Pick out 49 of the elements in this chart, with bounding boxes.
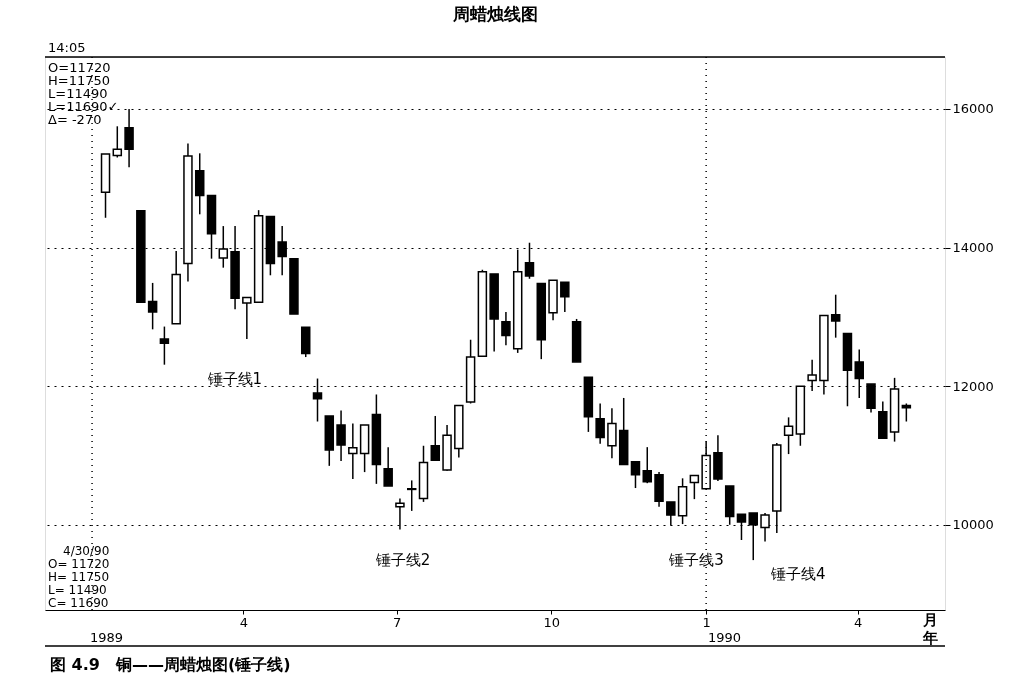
y-tick-label: 16000 [952,101,994,117]
candlestick [595,402,605,445]
candlestick [159,325,170,366]
annotation: L=11690✓ [48,99,119,114]
candlestick [642,446,653,484]
annotation: L= 11490 [48,583,107,597]
annotation: C= 11690 [48,596,109,610]
candlestick [783,416,794,455]
x-tick-label: 4 [853,614,863,630]
annotation: O=11720 [48,60,111,75]
candlestick [383,446,393,487]
annotation: L=11490 [48,86,108,101]
annotation: 锤子线3 [668,551,724,570]
text: 1990 [708,630,742,645]
x-tick-label: 4 [239,614,249,630]
candlestick [112,125,123,159]
text: 年 [921,629,938,647]
candlestick [807,359,817,392]
text: 14:05 [48,40,86,55]
candlestick [830,293,841,339]
annotation: 4/30/90 [63,544,110,558]
annotation: 锤子线2 [374,550,431,569]
annotation: 锤子线1 [206,370,263,389]
candlestick [607,407,617,459]
candlestick [336,409,346,462]
y-tick-label: 14000 [952,240,994,256]
candlestick [501,311,511,347]
annotation: 锤子线4 [769,565,826,584]
x-tick-label: 10 [543,614,561,630]
annotation: O= 11720 [48,557,110,571]
annotation: Δ= -270 [48,112,102,127]
x-tick-label: 1 [702,614,711,630]
candlestick [242,296,252,340]
candlestick [348,422,358,480]
y-tick-label: 10000 [952,517,994,533]
text: 1989 [90,630,124,645]
annotation: H= 11750 [48,570,110,584]
candlestick [147,282,158,331]
candlestick [406,479,417,512]
annotation: H=11750 [48,73,111,88]
candlestick [689,474,700,500]
y-tick-label: 12000 [952,378,994,394]
candlestick [630,460,641,489]
candlestick [560,281,570,313]
candlestick [430,415,441,462]
chart-title: 周蜡烛线图 [451,4,538,24]
text: 月 [921,611,938,629]
caption: 图 4.9 铜——周蜡烛图(锤子线) [50,655,291,674]
x-tick-label: 7 [392,614,402,630]
